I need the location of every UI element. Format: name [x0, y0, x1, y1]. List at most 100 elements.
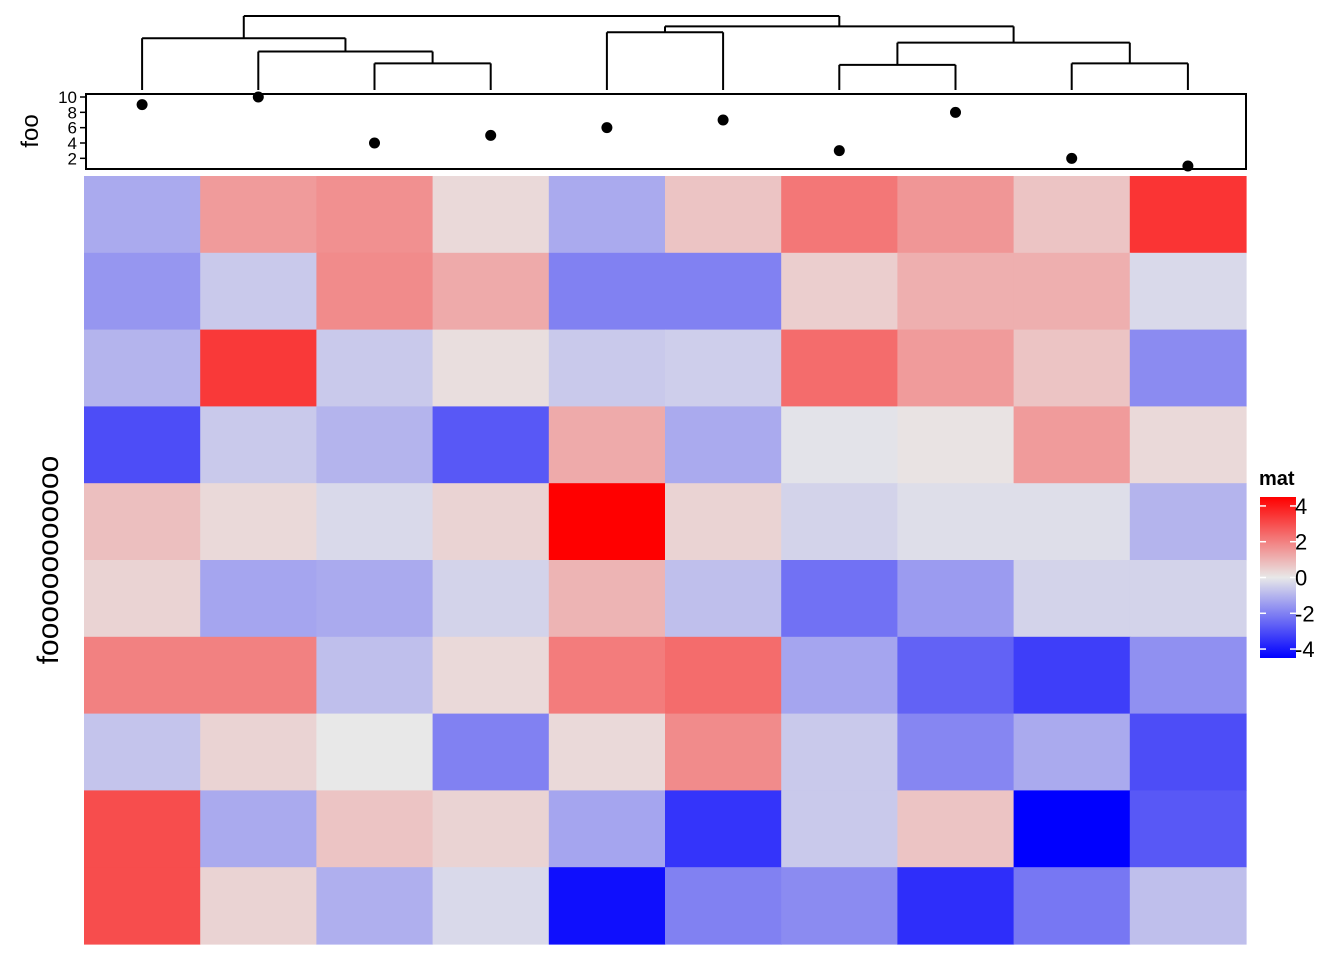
legend-tick-label: -4: [1295, 637, 1315, 662]
heatmap-cell: [200, 790, 317, 868]
annotation-point: [369, 137, 380, 149]
heatmap-cell: [1129, 176, 1247, 254]
heatmap-cell: [200, 406, 317, 484]
heatmap-cell: [432, 176, 550, 254]
heatmap-cell: [548, 636, 666, 715]
heatmap-cell: [897, 560, 1015, 638]
legend-tick-label: 2: [1295, 530, 1307, 555]
heatmap-cell: [316, 867, 434, 945]
annotation-point: [833, 145, 845, 157]
annotation-tick-label: 4: [68, 134, 77, 153]
heatmap-cell: [316, 329, 434, 407]
heatmap-cell: [432, 483, 550, 561]
heatmap-cell: [1013, 329, 1131, 407]
heatmap-cell: [897, 790, 1015, 868]
legend-tick-label: 0: [1295, 566, 1307, 591]
heatmap-cell: [665, 790, 782, 868]
heatmap-cell: [665, 713, 782, 791]
color-legend: mat 4 2 0 -2 -4: [1259, 468, 1315, 662]
heatmap-cell: [548, 406, 666, 484]
heatmap-cell: [897, 252, 1015, 331]
heatmap-cell: [897, 713, 1015, 791]
heatmap-cell: [200, 176, 317, 254]
annotation-frame: [85, 93, 1247, 170]
heatmap-cell: [781, 406, 898, 484]
heatmap-cell: [548, 252, 666, 331]
heatmap-cell: [316, 252, 434, 331]
annotation-point: [601, 122, 613, 134]
heatmap-cell: [84, 483, 201, 561]
legend-tick-label: 4: [1295, 494, 1307, 519]
legend-tick-label: -2: [1295, 601, 1315, 626]
heatmap-cell: [1013, 483, 1131, 561]
heatmap-cell: [1129, 252, 1247, 331]
heatmap-cell: [1013, 713, 1131, 791]
heatmap-cell: [200, 483, 317, 561]
annotation-tick-label: 2: [68, 149, 77, 168]
heatmap-cell: [665, 560, 782, 638]
heatmap-cell: [781, 713, 898, 791]
heatmap-cell: [1129, 790, 1247, 868]
heatmap-cell: [665, 867, 782, 945]
heatmap-cell: [316, 713, 434, 791]
heatmap-cell: [1129, 329, 1247, 407]
heatmap-cell: [200, 560, 317, 638]
annotation-tick-label: 8: [68, 103, 77, 122]
heatmap-cell: [548, 329, 666, 407]
heatmap-cell: [548, 560, 666, 638]
heatmap-cell: [665, 252, 782, 331]
heatmap-cell: [432, 252, 550, 331]
annotation-point: [485, 129, 497, 141]
heatmap-cell: [548, 176, 666, 254]
heatmap-cell: [1129, 713, 1247, 791]
annotation-point: [1066, 152, 1078, 164]
heatmap-cell: [781, 329, 898, 407]
heatmap-cell: [432, 790, 550, 868]
heatmap-cell: [200, 252, 317, 331]
heatmap-cell: [665, 329, 782, 407]
annotation-point: [136, 99, 148, 111]
heatmap-cell: [1013, 252, 1131, 331]
heatmap-cell: [897, 636, 1015, 715]
legend-ticks: 4 2 0 -2 -4: [1260, 494, 1315, 662]
heatmap-cell: [1129, 406, 1247, 484]
heatmap-cell: [432, 560, 550, 638]
row-title: foooooooooooo: [32, 456, 65, 665]
heatmap-cell: [1129, 867, 1247, 945]
heatmap-cell: [84, 329, 201, 407]
heatmap-cell: [432, 867, 550, 945]
heatmap-cell: [897, 329, 1015, 407]
annotation-axis-label: foo: [17, 114, 44, 147]
heatmap-cell: [84, 252, 201, 331]
heatmap-cell: [781, 790, 898, 868]
heatmap-cell: [200, 636, 317, 715]
heatmap-cell: [1013, 560, 1131, 638]
heatmap-cell: [897, 867, 1015, 945]
heatmap-cell: [665, 636, 782, 715]
heatmap-cell: [665, 406, 782, 484]
heatmap-cell: [200, 867, 317, 945]
heatmap-cell: [316, 483, 434, 561]
heatmap-cell: [432, 636, 550, 715]
heatmap-cell: [84, 176, 201, 254]
heatmap-cell: [84, 636, 201, 715]
annotation-tick-label: 10: [58, 88, 77, 107]
heatmap-cell: [1129, 560, 1247, 638]
heatmap-cell: [316, 176, 434, 254]
heatmap-cell: [1013, 406, 1131, 484]
heatmap-cell: [316, 560, 434, 638]
heatmap-cell: [548, 790, 666, 868]
annotation-tick-label: 6: [68, 119, 77, 138]
column-dendrogram: [141, 15, 1189, 90]
heatmap-cell: [548, 713, 666, 791]
annotation-point: [252, 91, 264, 103]
heatmap-cell: [781, 636, 898, 715]
heatmap-cell: [1129, 483, 1247, 561]
heatmap-cell: [1013, 176, 1131, 254]
heatmap-cell: [84, 560, 201, 638]
heatmap-cell: [548, 867, 666, 945]
heatmap-cell: [432, 329, 550, 407]
